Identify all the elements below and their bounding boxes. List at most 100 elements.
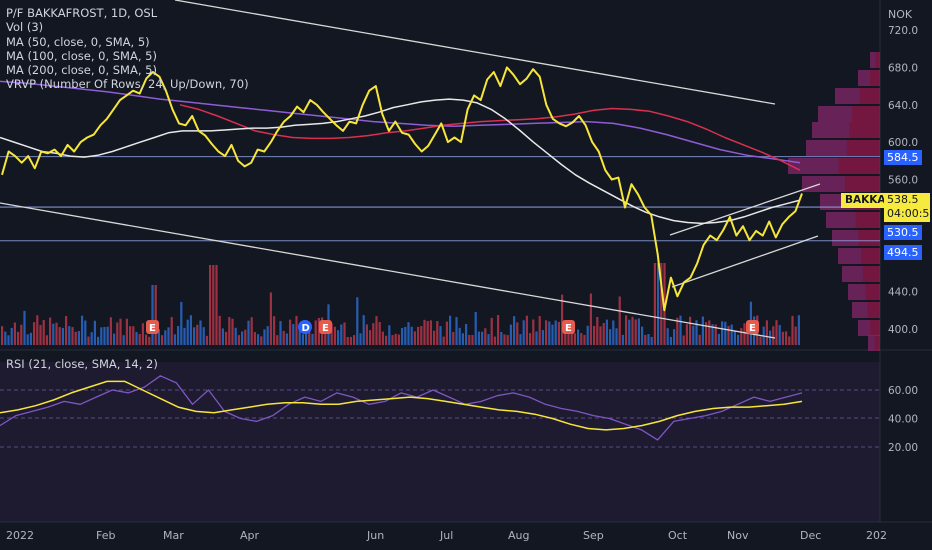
rsi-tick-label: 40.00 [888,414,918,426]
moving-averages [0,80,801,225]
volume-bar [727,325,730,345]
rsi-series [0,375,803,441]
volume-bar [269,292,272,345]
volume-bar [55,322,58,345]
volume-bar [452,331,455,345]
price-tick-label: 640.0 [888,100,918,112]
symbol-title[interactable]: P/F BAKKAFROST, 1D, OSL [6,6,158,20]
volume-bar [436,321,439,345]
volume-bar [621,334,624,345]
trend-lines [0,0,821,339]
volume-bar [721,321,724,345]
volume-bar [647,334,650,345]
volume-bar [237,335,240,345]
volume-bar [653,263,656,345]
volume-bar [615,328,618,345]
volume-bar [714,324,717,345]
volume-bar [33,322,36,345]
volume-bar [141,323,144,345]
volume-bar [189,315,192,345]
vrvp-row-up [802,176,845,192]
rising-channel-lower[interactable] [671,235,819,288]
volume-bar [477,331,480,345]
ma100-line [179,104,801,171]
volume-bar [775,320,778,345]
volume-bar [7,335,10,345]
volume-bar [209,265,212,345]
upper-channel-line[interactable] [174,0,776,105]
volume-bar [596,316,599,345]
volume-bar [132,326,135,345]
time-tick-label: Jun [366,529,384,542]
volume-bar [609,329,612,345]
volume-bar [599,326,602,345]
volume-bar [253,332,256,345]
vrvp-row-up [848,284,866,300]
volume-bar [244,329,247,345]
price-pane[interactable] [0,0,880,345]
vrvp-row-up [842,266,863,282]
volume-bar [637,318,640,345]
volume-bar [381,331,384,345]
lower-channel-line[interactable] [0,202,776,339]
volume-bar [317,317,320,345]
volume-bar [455,317,458,345]
volume-bar [215,265,218,345]
vrvp-row-up [832,230,859,246]
volume-bar [650,336,653,345]
vrvp-row-up [835,88,860,104]
volume-bar [474,311,477,345]
volume-bar [503,334,506,345]
volume-bar [541,330,544,345]
volume-bar [257,334,260,345]
volume-bar [679,315,682,345]
volume-bar [577,329,580,345]
volume-bar [372,323,375,345]
ma200-legend[interactable]: MA (200, close, 0, SMA, 5) [6,63,157,78]
volume-bar [657,263,660,345]
volume-bar [468,334,471,345]
hline-label-494: 494.5 [884,245,922,260]
vrvp-legend[interactable]: VRVP (Number Of Rows, 24, Up/Down, 70) [6,77,249,92]
volume-bar [221,328,224,345]
time-tick-label: Apr [240,529,260,542]
volume-bar [247,320,250,345]
volume-bar [250,317,253,345]
volume-bar [426,320,429,345]
rising-channel-upper[interactable] [669,183,821,236]
volume-bar [23,310,26,345]
volume-bar [71,327,74,345]
time-tick-label: Sep [583,529,604,542]
ma100-legend[interactable]: MA (100, close, 0, SMA, 5) [6,48,157,63]
ma50-legend[interactable]: MA (50, close, 0, SMA, 5) [6,34,150,49]
volume-bar [708,320,711,345]
vol-legend[interactable]: Vol (3) [6,20,44,35]
volume-bar [273,316,276,345]
volume-bar [698,334,701,345]
volume-bar [737,334,740,345]
vrvp-row-up [858,70,871,86]
rsi-legend[interactable]: RSI (21, close, SMA, 14, 2) [6,357,158,371]
volume-bar [167,327,170,345]
indicator-legend[interactable]: P/F BAKKAFROST, 1D, OSL Vol (3) MA (50, … [6,6,249,92]
volume-bar [487,334,490,345]
rsi-line [0,375,803,441]
volume-bar [39,324,42,345]
volume-bar [228,317,231,345]
volume-bar [695,320,698,345]
volume-bar [532,319,535,345]
time-tick-label: 202 [866,529,887,542]
volume-bar [103,326,106,345]
volume-bar [266,326,269,345]
volume-bar [125,318,128,345]
volume-bar [605,319,608,345]
volume-bar [177,326,180,345]
time-tick-label: Dec [800,529,821,542]
price-tick-label: 400.0 [888,324,918,336]
volume-bar [308,323,311,345]
rsi-pane[interactable] [0,362,880,522]
volume-bar [170,317,173,345]
volume-bar [81,315,84,345]
volume-bar [343,322,346,345]
